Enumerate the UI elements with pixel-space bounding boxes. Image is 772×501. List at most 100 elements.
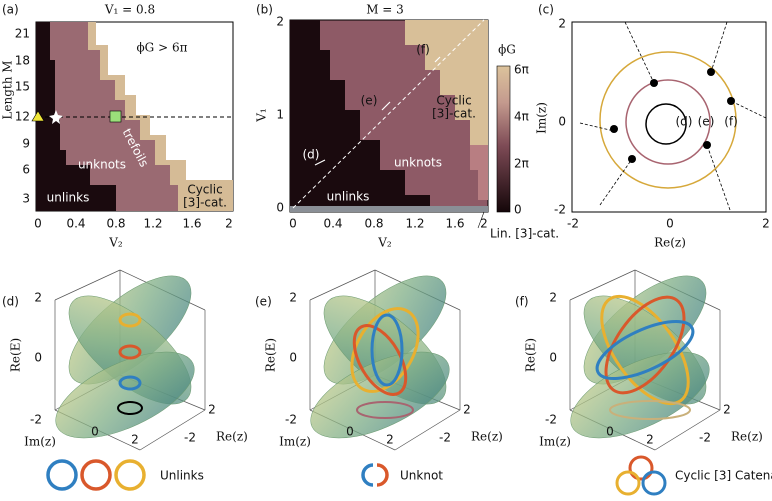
ring (595, 320, 695, 380)
panel-label: (e) (255, 295, 272, 309)
legend-icon (361, 463, 374, 487)
x-tick-label: 0.4 (66, 217, 85, 231)
legend-label: Unlinks (160, 469, 204, 483)
panel-title: V₁ = 0.8 (104, 3, 155, 17)
y-tick-label: 2 (276, 15, 284, 29)
x-tick-label: 2 (225, 217, 233, 231)
z-tick-label: 2 (289, 291, 297, 305)
z-tick-label: -2 (285, 413, 297, 427)
panel-c-plot (571, 21, 767, 213)
panel-d-plot (46, 269, 206, 491)
panel-label: (b) (256, 3, 273, 17)
ring (370, 313, 404, 387)
panel-f-plot (569, 269, 721, 496)
x-label: V₂ (108, 236, 123, 250)
z-tick-label: -2 (545, 413, 557, 427)
ring (352, 324, 408, 396)
z-tick-label: 0 (549, 351, 557, 365)
axis-label: Re(z) (471, 430, 503, 444)
colorbar-tick-label: 6π (514, 63, 529, 77)
x-tick-label: 1.6 (445, 217, 464, 231)
annotation: (f) (724, 115, 738, 129)
ring (350, 307, 420, 393)
y-tick-label: -2 (554, 203, 566, 217)
z-tick-label: 2 (34, 291, 42, 305)
box-edge (309, 269, 376, 301)
legend-icon (80, 459, 112, 491)
colorbar-label: ϕG (498, 43, 516, 57)
panel-title: M = 3 (366, 3, 404, 17)
annotation: [3]-cat. (432, 107, 476, 121)
panel-label: (a) (2, 3, 19, 17)
y-tick-label: 0 (276, 201, 284, 215)
legend-icon (46, 459, 78, 491)
y-tick-label: 2 (558, 17, 566, 31)
y-tick-label: 3 (22, 192, 30, 206)
y-tick-label: 1 (276, 108, 284, 122)
z-tick-label: -2 (30, 413, 42, 427)
box-edge (54, 269, 121, 301)
x-label: Re(z) (654, 236, 686, 250)
legend-label: Cyclic [3] Catenane (675, 469, 772, 483)
surface (310, 351, 450, 439)
y-tick-label: 12 (15, 110, 30, 124)
x-tick-label: 0.8 (364, 217, 383, 231)
axis-label: Im(z) (539, 435, 571, 449)
legend-icon (641, 470, 667, 496)
z-label: Re(E) (264, 338, 278, 372)
legend-icon (376, 463, 389, 487)
x-tick-label: 0 (34, 217, 42, 231)
annotation: Lin. [3]-cat. (490, 227, 559, 241)
y-tick-label: 9 (22, 137, 30, 151)
axis-label: Im(z) (24, 435, 56, 449)
ring (600, 294, 690, 406)
x-tick-label: 0 (666, 217, 674, 231)
tick-label: 0 (346, 425, 354, 439)
colorbar-tick-label: 0 (514, 203, 522, 217)
ring (118, 312, 142, 328)
tick-label: 0 (91, 425, 99, 439)
y-label: Length M (1, 60, 15, 119)
annotation: (e) (361, 94, 378, 108)
annotation: unlinks (327, 190, 370, 204)
x-tick-label: 0.4 (323, 217, 342, 231)
y-label: Im(z) (535, 102, 549, 134)
colorbar-tick-label: 4π (514, 110, 529, 124)
z-tick-label: 2 (549, 291, 557, 305)
annotation: unlinks (47, 191, 90, 205)
box-edge (654, 409, 721, 451)
tick-label: -2 (699, 431, 711, 445)
colorbar-tick-label: 2π (514, 157, 529, 171)
x-label: V₂ (377, 236, 392, 250)
z-label: Re(E) (9, 338, 23, 372)
panel-a-plot (31, 21, 234, 212)
y-tick-label: 6 (22, 163, 30, 177)
axis-label: Re(z) (216, 430, 248, 444)
annotation: Cyclic (187, 183, 222, 197)
x-tick-label: 1.2 (143, 217, 162, 231)
x-tick-label: 2 (762, 217, 770, 231)
surface (55, 351, 195, 439)
ring (609, 400, 691, 420)
legend-icon (628, 455, 654, 481)
panel-label: (f) (515, 295, 529, 309)
legend-label: Unknot (400, 469, 443, 483)
y-tick-label: 0 (558, 115, 566, 129)
annotation: ϕG > 6π (137, 41, 188, 55)
x-tick-label: 1.6 (182, 217, 201, 231)
x-tick-label: 2 (480, 217, 488, 231)
tick-label: 0 (606, 425, 614, 439)
panel-label: (c) (538, 3, 554, 17)
z-tick-label: 0 (289, 351, 297, 365)
tick-label: -2 (184, 431, 196, 445)
annotation: (f) (416, 43, 430, 57)
tick-label: 2 (463, 403, 471, 417)
annotation: (d) (676, 115, 693, 129)
x-tick-label: 0.8 (106, 217, 125, 231)
annotation: (e) (698, 115, 715, 129)
annotation: (d) (303, 148, 320, 162)
surface (570, 351, 710, 439)
tick-label: -2 (439, 431, 451, 445)
annotation: unknots (394, 156, 442, 170)
